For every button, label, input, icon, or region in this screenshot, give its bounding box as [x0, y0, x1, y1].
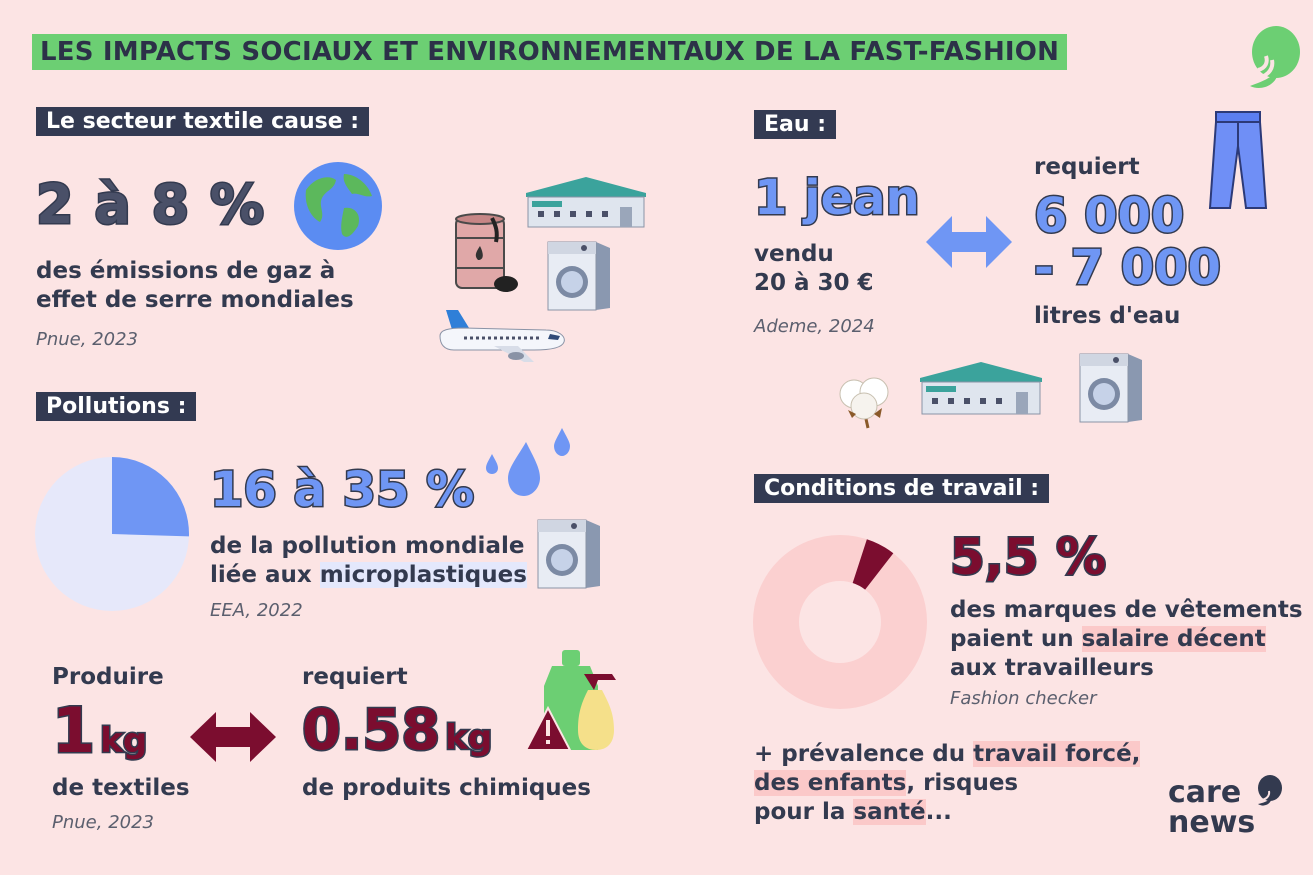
- double-arrow-icon: [190, 710, 276, 764]
- eau-requiert-label: requiert: [1034, 154, 1140, 180]
- leaf-logo-icon: [1254, 774, 1282, 808]
- textile-text: des émissions de gaz à effet de serre mo…: [36, 257, 354, 315]
- vendu-label: vendu: [754, 241, 834, 267]
- travail-tag: Conditions de travail :: [754, 474, 1050, 503]
- pollution-value: 16 à 35 %: [208, 461, 475, 520]
- enfants-highlight: des enfants: [754, 770, 907, 796]
- textile-text-line2: effet de serre mondiales: [36, 287, 354, 313]
- liters-line2: - 7 000: [1033, 240, 1223, 296]
- leaf-logo-icon: [1244, 26, 1300, 92]
- one-number: 1: [50, 693, 96, 769]
- travail-text-line2a: paient un: [950, 626, 1082, 652]
- brand-line1: care: [1168, 775, 1242, 810]
- page-title: LES IMPACTS SOCIAUX ET ENVIRONNEMENTAUX …: [32, 34, 1068, 70]
- textile-text-line1: des émissions de gaz à: [36, 258, 336, 284]
- travail-source: Fashion checker: [950, 688, 1097, 709]
- travail-donut-chart: [752, 534, 928, 710]
- water-drops-icon: [480, 426, 580, 502]
- double-arrow-icon: [926, 214, 1012, 270]
- extra-line3a: pour la: [754, 799, 854, 825]
- warehouse-icon: [524, 175, 648, 229]
- donut-slice: [852, 539, 894, 590]
- pollution-source: EEA, 2022: [210, 600, 303, 621]
- extra-line3c: ...: [925, 799, 952, 825]
- microplastiques-highlight: microplastiques: [319, 562, 527, 588]
- cotton-icon: [834, 370, 896, 430]
- travail-value: 5,5 %: [948, 527, 1107, 588]
- travail-extra: + prévalence du travail forcé, des enfan…: [754, 740, 1141, 827]
- washing-machine-icon: [544, 238, 614, 312]
- travail-text-line3: aux travailleurs: [950, 655, 1154, 681]
- extra-line2b: , risques: [906, 770, 1019, 796]
- sante-highlight: santé: [853, 799, 926, 825]
- pollution-tag: Pollutions :: [36, 392, 197, 421]
- price-label: 20 à 30 €: [754, 270, 874, 296]
- jean-price: vendu 20 à 30 €: [754, 240, 874, 298]
- textiles-label: de textiles: [52, 775, 190, 801]
- produire-label: Produire: [52, 664, 164, 690]
- pollution-text-line2a: liée aux: [210, 562, 320, 588]
- travail-force-highlight: travail forcé,: [973, 741, 1141, 767]
- travail-text: des marques de vêtements paient un salai…: [950, 596, 1303, 683]
- travail-text-line1: des marques de vêtements: [950, 597, 1303, 623]
- chem-requiert-label: requiert: [302, 664, 408, 690]
- chem-number: 0.58: [300, 697, 441, 765]
- jeans-icon: [1208, 110, 1268, 210]
- liters-line1: 6 000: [1033, 188, 1186, 244]
- pollution-pie-chart: [34, 456, 190, 612]
- litres-label: litres d'eau: [1034, 303, 1181, 329]
- chem-products-label: de produits chimiques: [302, 775, 591, 801]
- oil-barrel-icon: [452, 212, 522, 298]
- donut-background: [753, 535, 927, 709]
- one-kg-value: 1 kg: [50, 693, 149, 769]
- extra-line1a: + prévalence du: [754, 741, 974, 767]
- washing-machine-icon: [534, 516, 604, 590]
- washing-machine-icon: [1076, 350, 1146, 424]
- pollution-text-line1: de la pollution mondiale: [210, 533, 525, 559]
- eau-source: Ademe, 2024: [754, 316, 875, 337]
- textile-value: 2 à 8 %: [34, 172, 266, 238]
- chem-value: 0.58 kg: [300, 697, 494, 765]
- liters-value: 6 000 - 7 000: [1033, 188, 1223, 296]
- textile-source: Pnue, 2023: [36, 329, 138, 350]
- chemical-bottles-icon: [522, 646, 622, 756]
- pie-slice: [112, 457, 189, 537]
- globe-icon: [292, 160, 384, 252]
- eau-tag: Eau :: [754, 110, 836, 139]
- kg-unit: kg: [99, 720, 149, 763]
- pollution-text: de la pollution mondiale liée aux microp…: [210, 532, 527, 590]
- salaire-decent-highlight: salaire décent: [1081, 626, 1266, 652]
- carenews-logo: care news: [1168, 778, 1255, 838]
- brand-line2: news: [1168, 805, 1256, 840]
- kg-unit: kg: [444, 717, 494, 760]
- warehouse-icon: [918, 360, 1044, 416]
- chem-source: Pnue, 2023: [52, 812, 154, 833]
- jean-value: 1 jean: [753, 169, 922, 228]
- textile-tag: Le secteur textile cause :: [36, 107, 370, 136]
- airplane-icon: [434, 306, 570, 366]
